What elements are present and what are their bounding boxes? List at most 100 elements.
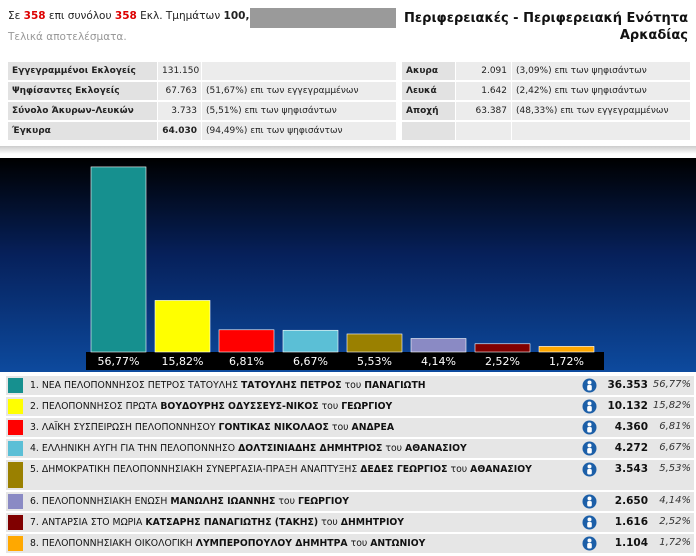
- candidate-text: 6. ΠΕΛΟΠΟΝΝΗΣΙΑΚΗ ΕΝΩΣΗ ΜΑΝΩΛΗΣ ΙΩΑΝΝΗΣ …: [30, 495, 578, 508]
- summary-note: [512, 122, 690, 140]
- rank: 6.: [30, 496, 39, 507]
- icon-body: [587, 448, 592, 454]
- father-name: ΔΗΜΗΤΡΙΟΥ: [340, 517, 405, 528]
- candidate-icon[interactable]: [582, 399, 597, 414]
- icon-head: [587, 380, 592, 385]
- text: Εκλ. Τμημάτων: [140, 10, 221, 22]
- party: ΠΕΛΟΠΟΝΝΗΣΟΣ ΠΡΩΤΑ: [41, 401, 158, 412]
- candidate-icon[interactable]: [582, 536, 597, 551]
- percent: 1,72%: [659, 537, 691, 548]
- father-name: ΑΘΑΝΑΣΙΟΥ: [470, 464, 532, 475]
- summary-value: 3.733: [158, 102, 201, 120]
- rank: 2.: [30, 401, 39, 412]
- chart: 56,77% 15,82% 6,81% 6,67% 5,53% 4,14% 2,52% 1,7…: [0, 158, 696, 372]
- value-label: 56,77%: [98, 355, 140, 368]
- status: Τελικά αποτελέσματα.: [8, 31, 127, 43]
- votes: 2.650: [614, 495, 648, 507]
- color-swatch: [8, 420, 23, 435]
- candidate-icon[interactable]: [582, 378, 597, 393]
- candidate-name: ΓΟΝΤΙΚΑΣ ΝΙΚΟΛΑΟΣ: [218, 422, 329, 433]
- candidate-icon[interactable]: [582, 515, 597, 530]
- summary-value: 1.642: [456, 82, 511, 100]
- votes: 36.353: [607, 379, 648, 391]
- rank: 1.: [30, 380, 39, 391]
- candidate-icon[interactable]: [582, 420, 597, 435]
- votes: 4.272: [614, 442, 648, 454]
- summary-label: Ακυρα: [402, 62, 455, 80]
- summary-note: (5,51%) επι των ψηφισάντων: [202, 102, 396, 120]
- father-name: ΑΘΑΝΑΣΙΟΥ: [405, 443, 467, 454]
- value-label: 15,82%: [162, 355, 204, 368]
- summary-value: 64.030: [158, 122, 201, 140]
- title: Περιφερειακές - Περιφερειακή Ενότητα Αρκ…: [404, 11, 688, 43]
- votes: 1.104: [614, 537, 648, 549]
- color-swatch: [8, 494, 23, 509]
- bar: [154, 300, 211, 353]
- value-label: 6,81%: [229, 355, 264, 368]
- candidate-text: 3. ΛΑΪΚΗ ΣΥΣΠΕΙΡΩΣΗ ΠΕΛΟΠΟΝΝΗΣΟΥ ΓΟΝΤΙΚΑ…: [30, 421, 578, 434]
- candidate-row: 1. ΝΕΑ ΠΕΛΟΠΟΝΝΗΣΟΣ ΠΕΤΡΟΣ ΤΑΤΟΥΛΗΣ ΤΑΤΟ…: [6, 376, 694, 395]
- icon-head: [587, 422, 592, 427]
- icon-head: [587, 517, 592, 522]
- text: επι συνόλου: [48, 10, 112, 22]
- icon-head: [587, 496, 592, 501]
- label-strip: [86, 352, 604, 370]
- party: ΛΑΪΚΗ ΣΥΣΠΕΙΡΩΣΗ ΠΕΛΟΠΟΝΝΗΣΟΥ: [41, 422, 216, 433]
- candidate-row: 4. ΕΛΛΗΝΙΚΗ ΑΥΓΗ ΓΙΑ ΤΗΝ ΠΕΛΟΠΟΝΝΗΣΟ ΔΟΛ…: [6, 439, 694, 458]
- color-swatch: [8, 515, 23, 530]
- rank: 3.: [30, 422, 39, 433]
- rank: 7.: [30, 517, 39, 528]
- of: του: [278, 496, 295, 507]
- percent: 6,67%: [659, 442, 691, 453]
- color-swatch: [8, 378, 23, 393]
- summary-value: 63.387: [456, 102, 511, 120]
- percent: 56,77%: [652, 379, 691, 390]
- party: ΠΕΛΟΠΟΝΝΗΣΙΑΚΗ ΕΝΩΣΗ: [41, 496, 168, 507]
- icon-body: [587, 469, 592, 475]
- father-name: ΓΕΩΡΓΙΟΥ: [341, 401, 393, 412]
- summary-label: Ψηφίσαντες Εκλογείς: [8, 82, 157, 100]
- candidate-text: 5. ΔΗΜΟΚΡΑΤΙΚΗ ΠΕΛΟΠΟΝΝΗΣΙΑΚΗ ΣΥΝΕΡΓΑΣΙΑ…: [30, 463, 578, 476]
- candidate-name: ΚΑΤΣΑΡΗΣ ΠΑΝΑΓΙΩΤΗΣ (ΤΑΚΗΣ): [145, 517, 319, 528]
- summary-label: Εγγεγραμμένοι Εκλογείς: [8, 62, 157, 80]
- candidate-name: ΛΥΜΠΕΡΟΠΟΥΛΟΥ ΔΗΜΗΤΡΑ: [195, 538, 348, 549]
- summary-label: Αποχή: [402, 102, 455, 120]
- summary-value: 2.091: [456, 62, 511, 80]
- icon-body: [587, 501, 592, 507]
- percent: 5,53%: [659, 463, 691, 474]
- votes: 3.543: [614, 463, 648, 475]
- percent: 6,81%: [659, 421, 691, 432]
- value-label: 2,52%: [485, 355, 520, 368]
- candidate-name: ΔΟΛΤΣΙΝΙΑΔΗΣ ΔΗΜΗΤΡΙΟΣ: [238, 443, 383, 454]
- total: 358: [114, 10, 137, 22]
- candidate-icon[interactable]: [582, 441, 597, 456]
- bar: [282, 329, 339, 353]
- of: του: [450, 464, 468, 475]
- summary-value: [456, 122, 511, 140]
- icon-head: [587, 443, 592, 448]
- candidate-text: 4. ΕΛΛΗΝΙΚΗ ΑΥΓΗ ΓΙΑ ΤΗΝ ΠΕΛΟΠΟΝΝΗΣΟ ΔΟΛ…: [30, 442, 578, 455]
- icon-body: [587, 385, 592, 391]
- progress-bar: [250, 8, 396, 28]
- rank: 4.: [30, 443, 39, 454]
- value-label: 5,53%: [357, 355, 392, 368]
- candidate-icon[interactable]: [582, 494, 597, 509]
- summary-label: Έγκυρα: [8, 122, 157, 140]
- summary-value: 67.763: [158, 82, 201, 100]
- rank: 8.: [30, 538, 39, 549]
- summary-label: Λευκά: [402, 82, 455, 100]
- value-label: 6,67%: [293, 355, 328, 368]
- candidate-row: 2. ΠΕΛΟΠΟΝΝΗΣΟΣ ΠΡΩΤΑ ΒΟΥΔΟΥΡΗΣ ΟΔΥΣΣΕΥΣ…: [6, 397, 694, 416]
- bar: [538, 346, 595, 353]
- of: του: [331, 422, 349, 433]
- summary-value: 131.150: [158, 62, 201, 80]
- icon-body: [587, 406, 592, 412]
- father-name: ΓΕΩΡΓΙΟΥ: [297, 496, 349, 507]
- icon-body: [587, 427, 592, 433]
- color-swatch: [8, 462, 23, 488]
- of: του: [321, 517, 338, 528]
- of: του: [321, 401, 339, 412]
- candidate-name: ΔΕΔΕΣ ΓΕΩΡΓΙΟΣ: [360, 464, 448, 475]
- candidate-text: 7. ΑΝΤΑΡΣΙΑ ΣΤΟ ΜΩΡΙΑ ΚΑΤΣΑΡΗΣ ΠΑΝΑΓΙΩΤΗ…: [30, 516, 578, 529]
- candidate-icon[interactable]: [582, 462, 597, 477]
